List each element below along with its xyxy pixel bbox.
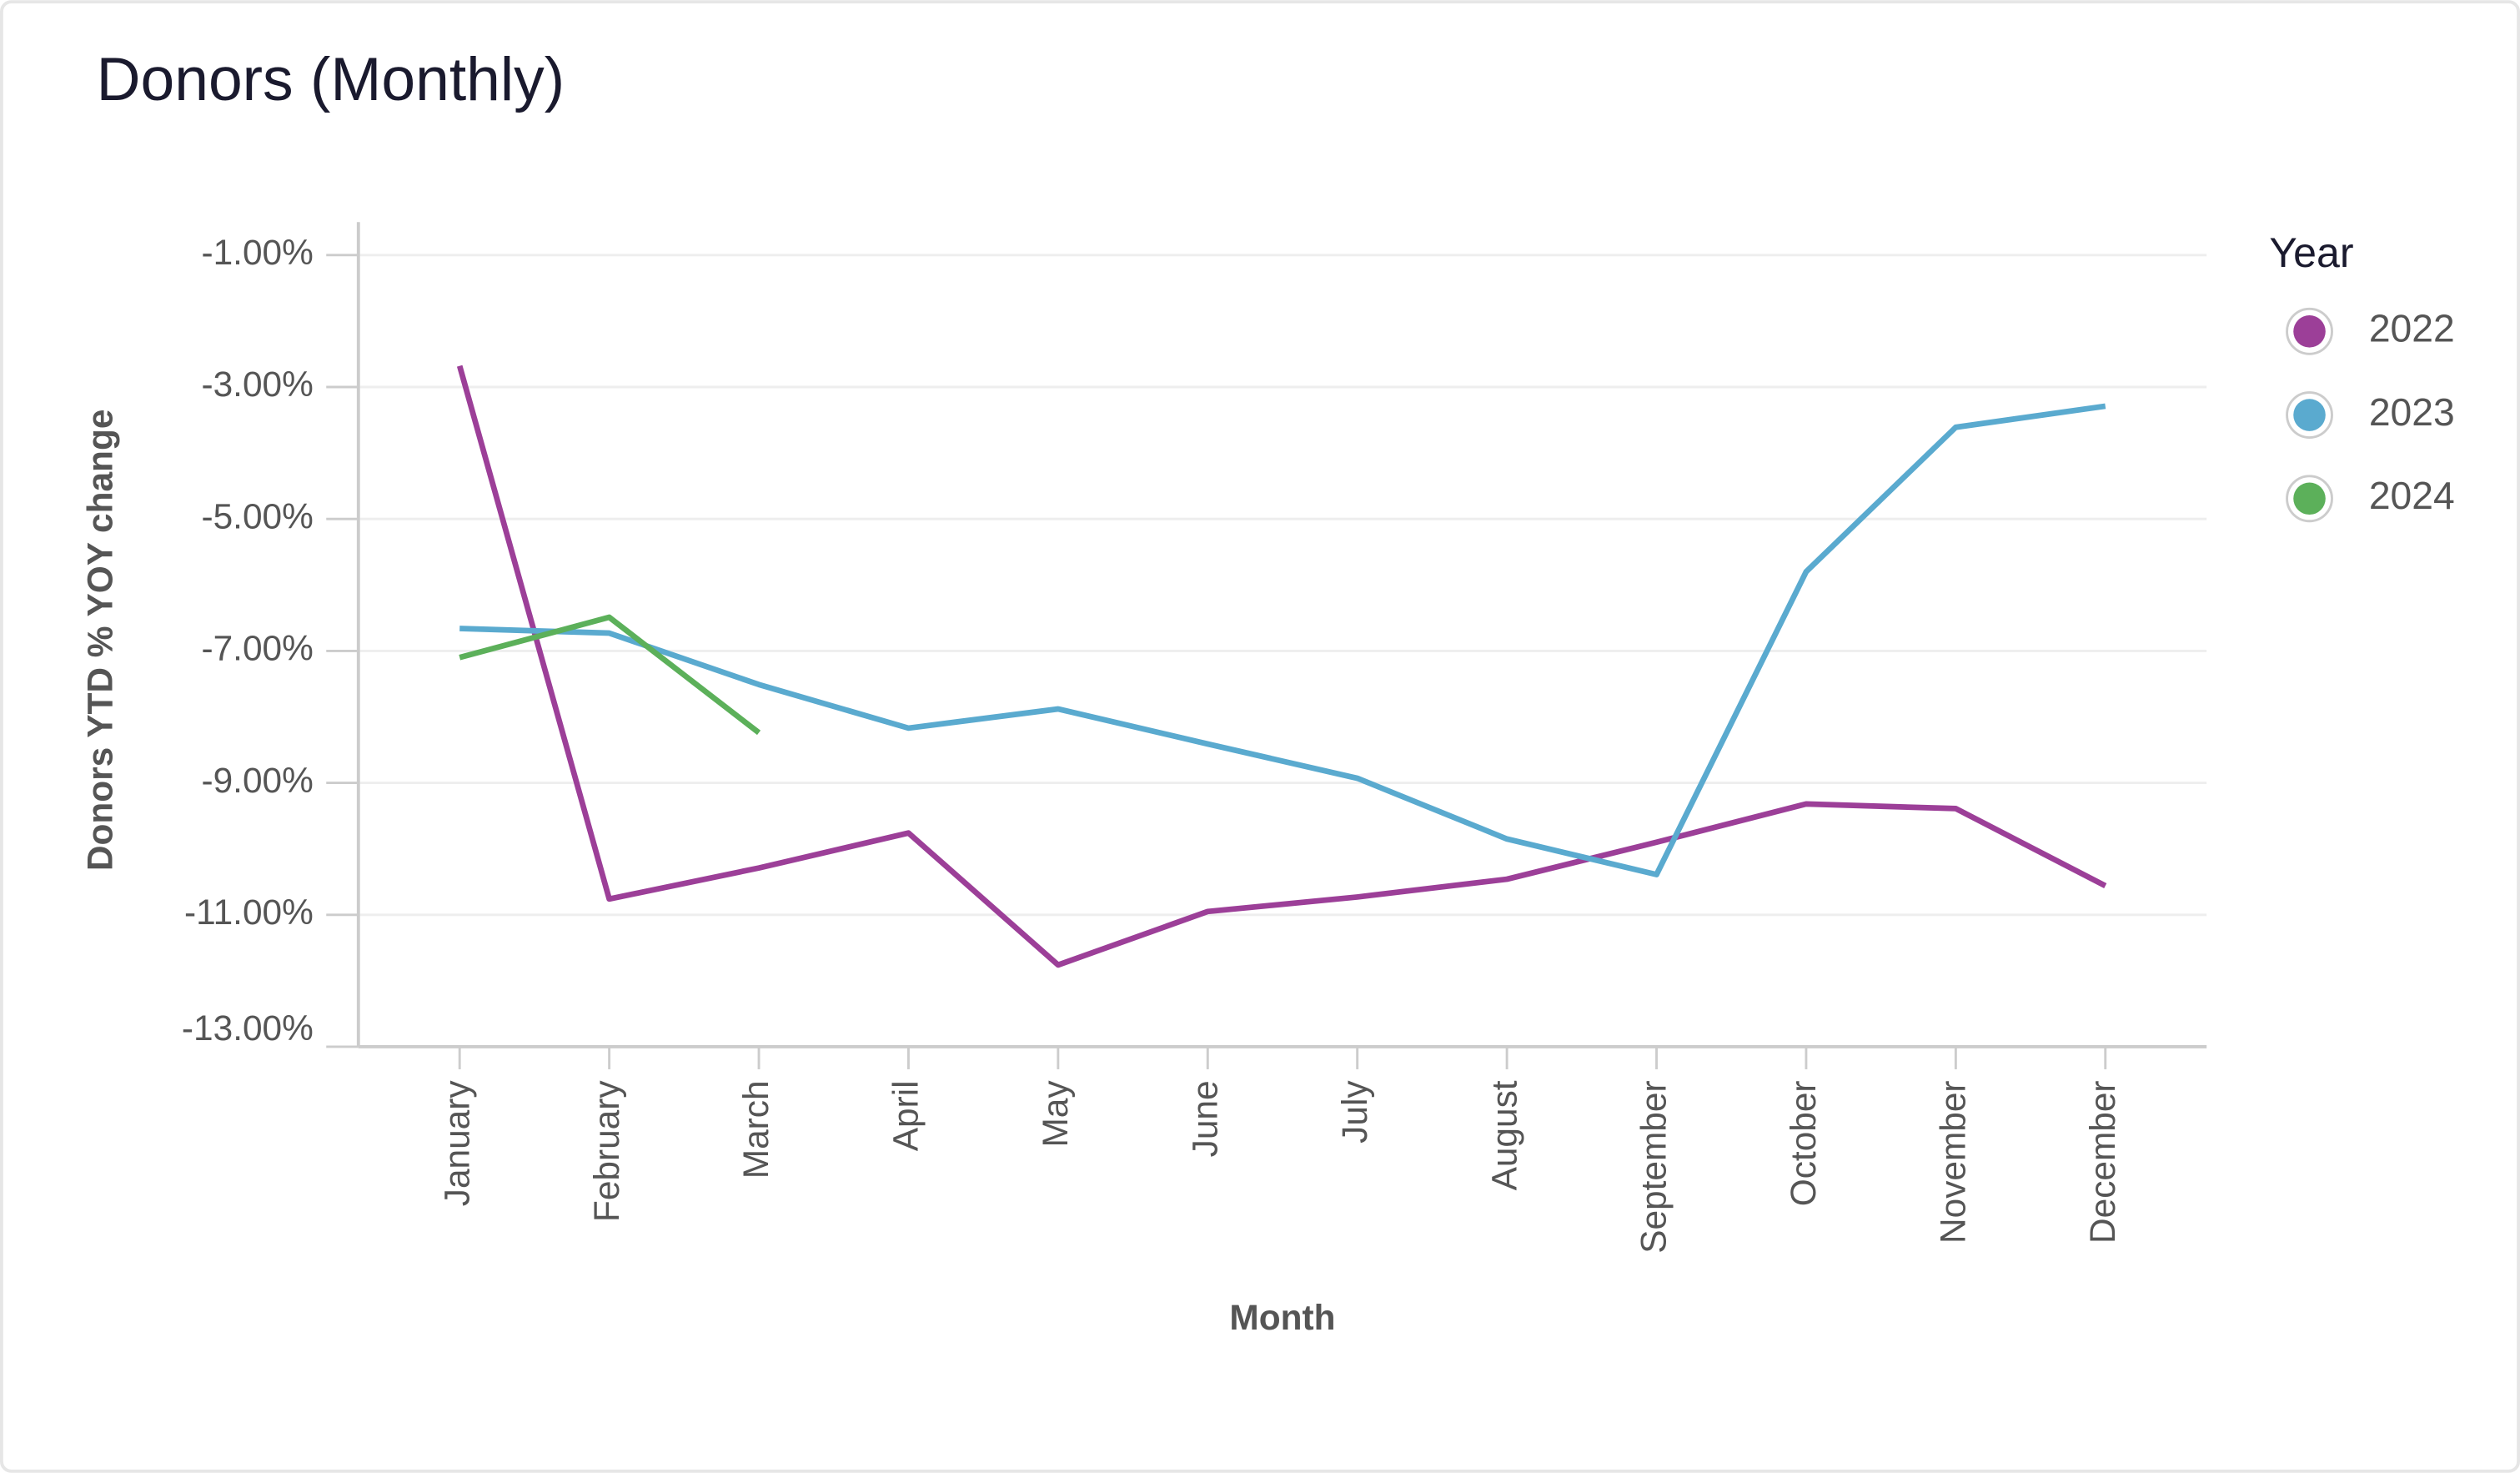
legend-label: 2024 [2369,474,2455,517]
x-tick-label: November [1934,1080,1973,1244]
x-tick-label: March [736,1080,776,1179]
x-tick-label: September [1634,1080,1674,1253]
chart-title: Donors (Monthly) [97,45,565,113]
y-tick-label: -3.00% [201,364,313,404]
x-tick-label: June [1185,1080,1224,1157]
legend-swatch [2293,399,2326,431]
legend-title: Year [2269,229,2353,276]
y-tick-label: -11.00% [184,892,314,932]
x-axis-label: Month [1229,1298,1335,1337]
series-line [459,614,761,736]
x-tick-label: January [437,1080,476,1207]
x-tick-label: August [1484,1080,1524,1190]
legend-swatch [2293,482,2326,515]
y-tick-label: -13.00% [182,1008,314,1048]
x-tick-label: December [2083,1080,2122,1244]
x-tick-label: May [1036,1080,1075,1148]
x-tick-label: July [1335,1080,1374,1144]
legend-label: 2023 [2369,390,2455,434]
series-line [456,364,2107,968]
x-tick-label: October [1784,1080,1823,1206]
series-line [459,403,2106,877]
y-tick-label: -7.00% [201,629,313,668]
y-tick-label: -5.00% [201,496,313,535]
legend-swatch [2293,315,2326,348]
x-tick-label: April [886,1080,926,1151]
y-tick-label: -9.00% [201,761,313,800]
x-tick-label: February [587,1080,626,1222]
y-tick-label: -1.00% [201,233,313,272]
y-axis-label: Donors YTD % YOY change [81,410,120,872]
legend-label: 2022 [2369,307,2455,350]
